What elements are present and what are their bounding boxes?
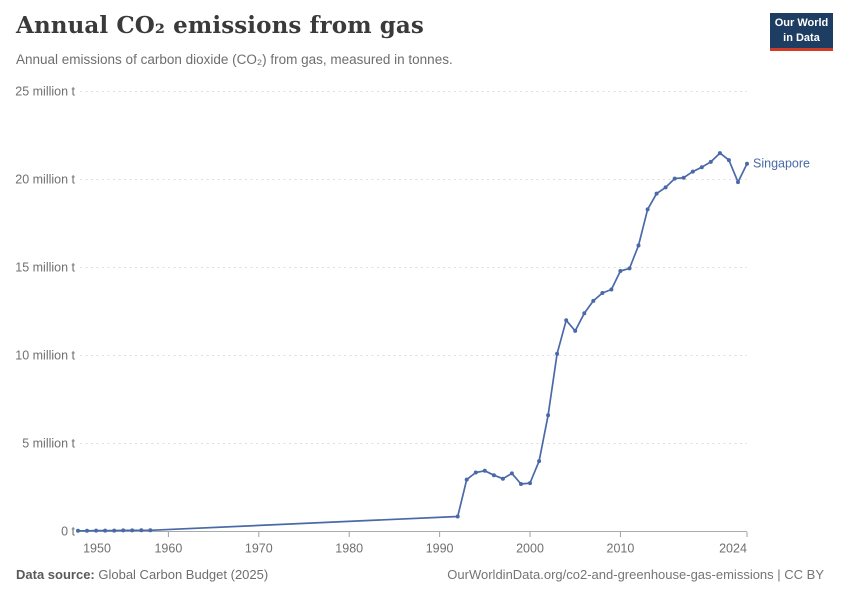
data-point-marker [546,413,551,418]
x-axis-label: 1980 [335,542,363,556]
data-point-marker [636,243,641,248]
data-point-marker [690,169,695,174]
data-point-marker [473,470,478,475]
data-point-marker [455,514,460,519]
y-axis-label: 0 t [61,525,75,539]
x-axis-label: 1970 [245,542,273,556]
footer: Data source: Global Carbon Budget (2025)… [16,567,824,582]
x-axis-label: 2010 [607,542,635,556]
x-axis-label: 1950 [83,542,111,556]
data-point-marker [148,528,153,533]
data-point-marker [591,298,596,303]
y-axis-label: 10 million t [15,349,75,363]
data-point-marker [618,269,623,273]
data-point-marker [94,528,99,533]
data-point-marker [139,528,144,533]
data-point-marker [645,207,650,212]
data-point-marker [500,476,505,481]
data-point-marker [726,158,731,163]
x-axis-label: 1990 [426,542,454,556]
data-point-marker [573,328,578,333]
entity-label-singapore[interactable]: Singapore [753,157,810,171]
data-point-marker [663,185,668,190]
y-axis-label: 20 million t [15,173,75,187]
data-point-marker [609,287,614,292]
owid-logo[interactable]: Our World in Data [770,13,833,51]
data-point-marker [736,180,740,185]
data-point-marker [654,191,659,196]
data-point-marker [491,473,496,478]
data-point-marker [130,528,135,533]
data-point-marker [519,482,523,486]
data-point-marker [600,291,605,295]
data-point-marker [76,528,80,533]
y-axis-label: 5 million t [22,437,75,451]
data-point-marker [717,151,722,156]
data-point-marker [85,528,89,533]
y-axis-label: 15 million t [15,261,75,275]
data-point-marker [482,468,487,473]
x-axis-label: 2000 [516,542,544,556]
data-point-marker [103,528,108,533]
data-point-marker [121,528,126,533]
data-point-marker [555,351,560,356]
data-point-marker [112,528,117,533]
x-axis-label: 1960 [154,542,182,556]
data-point-marker [528,481,532,486]
data-point-marker [681,175,686,180]
owid-logo-line2: in Data [783,31,820,44]
data-point-marker [537,459,542,464]
chart-subtitle: Annual emissions of carbon dioxide (CO₂)… [16,52,453,67]
data-point-marker [582,311,587,316]
y-axis-label: 25 million t [15,85,75,99]
owid-logo-line1: Our World [774,17,829,30]
data-point-marker [627,266,632,271]
credit-link[interactable]: OurWorldinData.org/co2-and-greenhouse-ga… [447,567,824,582]
data-point-marker [745,161,749,166]
data-source-text: Global Carbon Budget (2025) [94,567,269,582]
data-point-marker [672,176,677,181]
x-axis-label: 2024 [719,542,747,556]
data-point-marker [708,159,713,164]
data-source: Data source: Global Carbon Budget (2025) [16,567,268,582]
data-point-marker [464,477,469,482]
data-point-marker [564,318,569,323]
data-point-marker [699,165,704,170]
data-point-marker [509,471,514,476]
data-source-label: Data source: [16,567,95,582]
chart-title: Annual CO₂ emissions from gas [16,12,424,39]
